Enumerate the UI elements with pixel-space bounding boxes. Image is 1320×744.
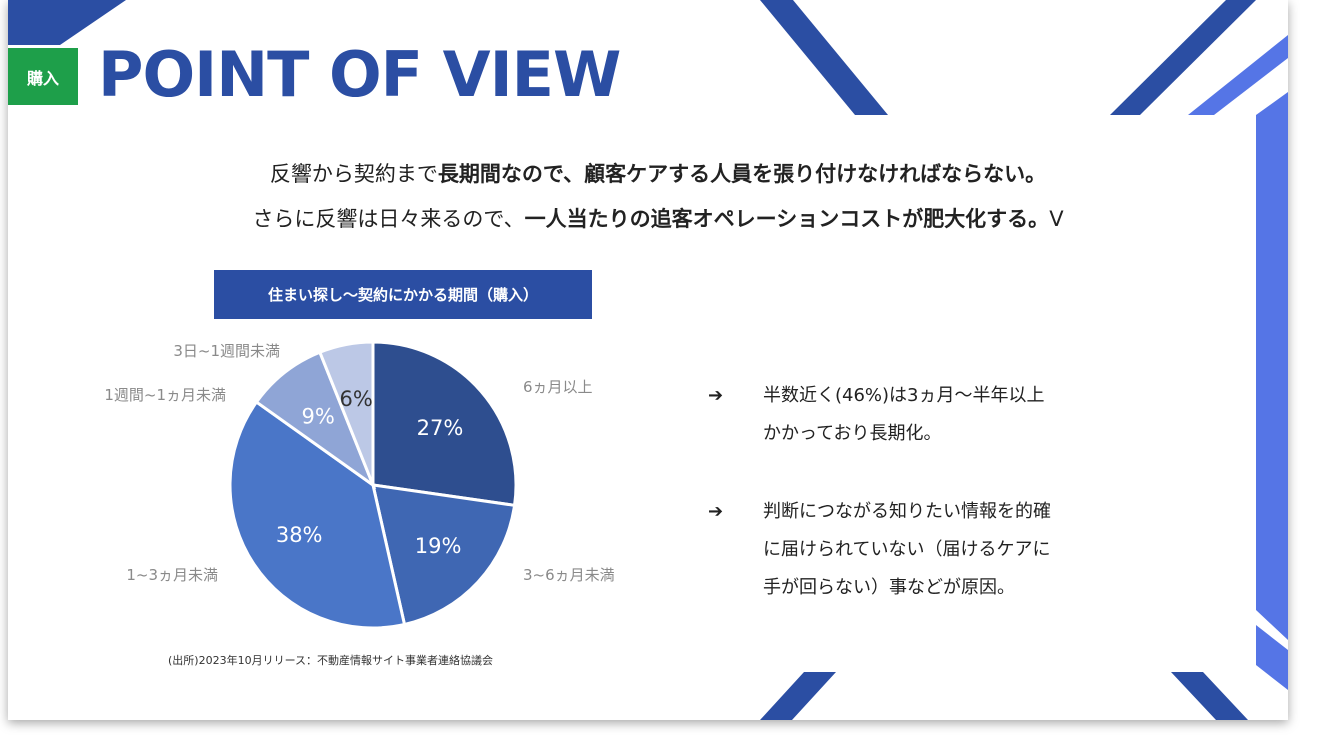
pie-category-label: 1週間~1ヵ月未満 xyxy=(104,386,226,404)
page-title: POINT OF VIEW xyxy=(98,38,621,111)
pie-slice xyxy=(228,399,407,630)
bullet-2-text: 判断につながる知りたい情報を的確 に届けられていない（届けるケアに 手が回らない… xyxy=(763,493,1183,607)
badge: 購入 xyxy=(8,48,78,105)
stripe-bottom-2 xyxy=(1171,672,1248,720)
chart-title: 住まい探し～契約にかかる期間（購入） xyxy=(214,270,592,319)
lead-line-1-normal: 反響から契約まで xyxy=(269,162,438,186)
stripe-right-low xyxy=(1256,625,1288,690)
pie-chart: 27% 6ヵ月以上 19% 3~6ヵ月未満 38% 1~3ヵ月未満 9% 1週間~1ヵ月未満 6… xyxy=(104,340,615,630)
pie-value-label: 27% xyxy=(417,416,464,440)
stripe-top-1 xyxy=(760,0,888,115)
bullet-2-line: 手が回らない）事などが原因。 xyxy=(763,577,1015,598)
lead-line-2: さらに反響は日々来るので、一人当たりの追客オペレーションコストが肥大化する。V xyxy=(128,203,1188,233)
lead-line-2-normal: さらに反響は日々来るので、 xyxy=(252,207,525,231)
arrow-icon: ➔ xyxy=(708,385,724,406)
pie-category-label: 3日~1週間未満 xyxy=(173,342,280,360)
bullet-1-line: かかっており長期化。 xyxy=(763,423,942,444)
pie-slice xyxy=(317,340,375,486)
pie-slice xyxy=(371,483,517,627)
stripe-bottom-1 xyxy=(760,672,836,720)
stripe-top-3 xyxy=(1188,35,1288,115)
slide: 購入 POINT OF VIEW 反響から契約まで長期間なので、顧客ケアする人員… xyxy=(8,0,1288,720)
decoration xyxy=(8,0,1288,720)
corner-top-left xyxy=(8,0,126,45)
pie-category-label: 1~3ヵ月未満 xyxy=(126,566,218,584)
lead-line-1: 反響から契約まで長期間なので、顧客ケアする人員を張り付けなければならない。 xyxy=(128,158,1188,188)
pie-value-label: 38% xyxy=(276,523,323,547)
stripe-right-band xyxy=(1256,92,1288,640)
bullet-1-text: 半数近く(46%)は3ヵ月〜半年以上 かかっており長期化。 xyxy=(763,377,1183,453)
bullet-1-line: 半数近く(46%)は3ヵ月〜半年以上 xyxy=(763,385,1045,406)
pie-category-label: 3~6ヵ月未満 xyxy=(523,566,615,584)
arrow-icon: ➔ xyxy=(708,501,724,522)
lead-line-2-bold: 一人当たりの追客オペレーションコストが肥大化する。 xyxy=(524,207,1050,231)
pie-value-label: 9% xyxy=(302,404,335,428)
bullet-2-line: 判断につながる知りたい情報を的確 xyxy=(763,501,1051,522)
lead-line-1-bold: 長期間なので、顧客ケアする人員を張り付けなければならない。 xyxy=(437,162,1047,186)
stripe-top-2 xyxy=(1110,0,1256,115)
pie-value-label: 6% xyxy=(340,387,373,411)
lead-line-2-tail: V xyxy=(1049,207,1064,231)
pie-slice xyxy=(254,350,377,490)
pie-category-label: 6ヵ月以上 xyxy=(523,378,593,396)
pie-value-label: 19% xyxy=(415,534,462,558)
pie-slice xyxy=(371,340,518,508)
source-note: (出所)2023年10月リリース：不動産情報サイト事業者連絡協議会 xyxy=(168,654,494,667)
bullet-2-line: に届けられていない（届けるケアに xyxy=(763,539,1051,560)
